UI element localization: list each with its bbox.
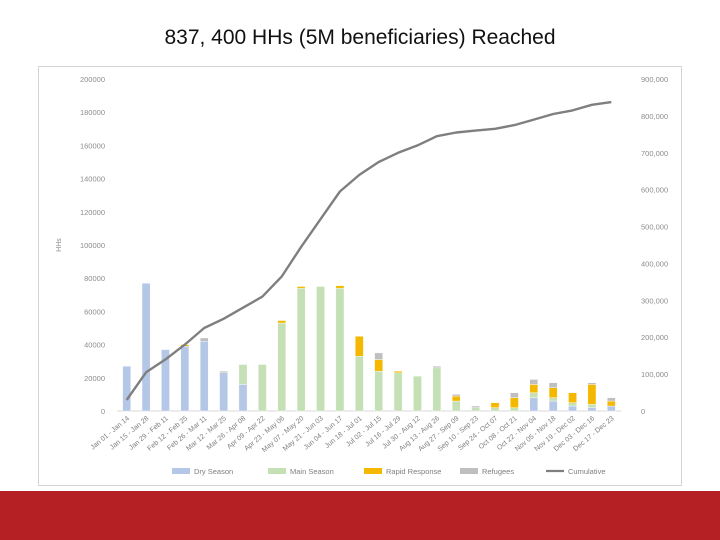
bar-segment	[393, 370, 403, 374]
y2-tick-label: 400,000	[641, 259, 668, 268]
cumulative-series-line	[125, 100, 612, 401]
chart-axes: 0 20000 40000 60000 80000 100000 120000 140000 1…	[56, 75, 668, 416]
bar-segment	[548, 382, 558, 388]
bar-segment	[568, 405, 577, 412]
y-tick-label: 60000	[84, 307, 105, 316]
legend-swatch	[364, 468, 382, 474]
y-axis-label: HHs	[56, 238, 63, 252]
bar-segment	[238, 364, 248, 385]
bar-segment	[413, 375, 422, 412]
bar-segment	[529, 397, 539, 412]
legend-swatch	[268, 468, 286, 474]
y2-tick-label: 300,000	[641, 296, 668, 305]
footer-band	[0, 491, 720, 540]
bar-segment	[529, 392, 539, 398]
y-tick-label: 100000	[80, 241, 105, 250]
y2-tick-label: 600,000	[641, 186, 668, 195]
y2-tick-label: 500,000	[641, 223, 668, 232]
bar-segment	[510, 392, 519, 398]
bar-segment	[180, 346, 190, 412]
legend-swatch	[460, 468, 478, 474]
y-tick-label: 20000	[84, 374, 105, 383]
bar-segment	[219, 372, 228, 412]
bar-segment	[122, 365, 131, 412]
y-tick-label: 180000	[80, 108, 105, 117]
bar-segment	[335, 285, 345, 289]
bar-segment	[238, 384, 248, 412]
chart-cumulative-line	[125, 100, 612, 401]
bar-segment	[607, 397, 616, 402]
bar-segment	[393, 372, 403, 412]
bar-segment	[199, 337, 209, 342]
bar-segment	[277, 320, 287, 324]
bar-segment	[490, 407, 500, 412]
y-tick-label: 140000	[80, 175, 105, 184]
bar-segment	[548, 387, 558, 398]
bar-segment	[548, 397, 558, 402]
bar-segment	[335, 287, 345, 412]
bar-segment	[510, 397, 519, 408]
y-tick-label: 160000	[80, 141, 105, 150]
bar-segment	[607, 400, 616, 407]
bar-segment	[258, 364, 267, 412]
legend-swatch	[172, 468, 190, 474]
bar-segment	[374, 370, 383, 412]
bar-segment	[374, 359, 383, 372]
bar-segment	[510, 407, 519, 412]
y-tick-label: 40000	[84, 341, 105, 350]
bar-segment	[451, 395, 461, 402]
legend-label: Main Season	[290, 467, 334, 476]
legend-label: Cumulative	[568, 467, 606, 476]
bar-segment	[607, 405, 616, 412]
bar-segment	[490, 402, 500, 408]
bar-segment	[432, 367, 442, 412]
stacked-bar-line-chart: 0 20000 40000 60000 80000 100000 120000 140000 1…	[56, 75, 668, 476]
bar-segment	[432, 365, 442, 369]
legend-label: Dry Season	[194, 467, 233, 476]
legend-label: Rapid Response	[386, 467, 441, 476]
bar-segment	[587, 382, 597, 385]
y2-tick-label: 100,000	[641, 370, 668, 379]
y-tick-label: 200000	[80, 75, 105, 84]
bar-segment	[587, 407, 597, 412]
bar-segment	[568, 392, 577, 403]
y2-tick-label: 0	[641, 407, 645, 416]
chart-legend: Dry Season Main Season Rapid Response Refug…	[172, 467, 606, 476]
bar-segment	[529, 384, 539, 393]
bar-segment	[587, 404, 597, 408]
y2-tick-label: 200,000	[641, 333, 668, 342]
y-tick-label: 0	[101, 407, 105, 416]
bar-segment	[316, 286, 325, 412]
bar-segment	[355, 336, 364, 357]
bar-segment	[374, 352, 383, 360]
bar-segment	[199, 341, 209, 412]
bar-segment	[568, 402, 577, 407]
bar-segment	[451, 394, 461, 397]
bar-segment	[548, 400, 558, 412]
y-tick-label: 120000	[80, 208, 105, 217]
y-tick-label: 80000	[84, 274, 105, 283]
y2-tick-label: 700,000	[641, 149, 668, 158]
bar-segment	[219, 370, 228, 374]
chart-frame: 0 20000 40000 60000 80000 100000 120000 140000 1…	[38, 66, 682, 486]
slide-title: 837, 400 HHs (5M beneficiaries) Reached	[164, 26, 556, 49]
y2-tick-label: 800,000	[641, 112, 668, 121]
bar-segment	[277, 322, 287, 412]
chart-bars	[122, 282, 616, 412]
legend-label: Refugees	[482, 467, 514, 476]
bar-segment	[141, 282, 151, 412]
bar-segment	[471, 405, 480, 408]
bar-segment	[296, 287, 306, 412]
bar-segment	[296, 286, 306, 289]
bar-segment	[355, 356, 364, 412]
y2-tick-label: 900,000	[641, 75, 668, 84]
bar-segment	[471, 407, 480, 412]
bar-segment	[529, 379, 539, 385]
bar-segment	[587, 384, 597, 405]
bar-segment	[161, 349, 170, 412]
bar-segment	[451, 400, 461, 412]
